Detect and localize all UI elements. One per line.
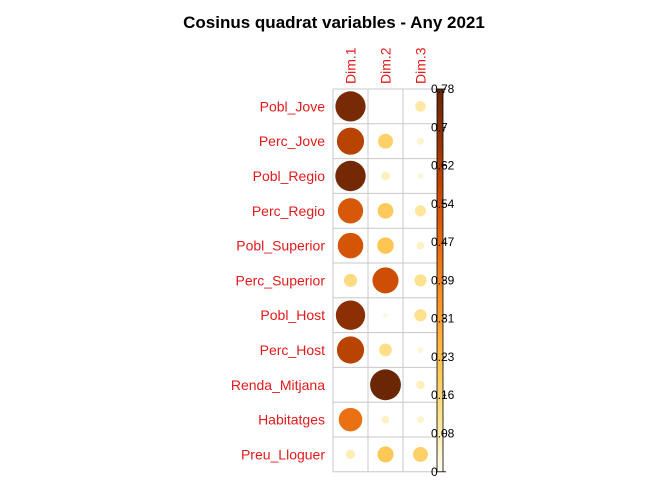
cell-circle-Pobl_Host-Dim.2 [383, 312, 388, 318]
cell-circle-Pobl_Regio-Dim.1 [335, 160, 366, 192]
cell-circle-Perc_Host-Dim.2 [379, 343, 392, 357]
colorbar-tick-label: 0 [431, 465, 438, 479]
cell-circle-Habitatges-Dim.2 [381, 415, 390, 424]
colorbar-tick-label: 0.39 [431, 273, 455, 287]
cell-circle-Perc_Jove-Dim.3 [416, 137, 425, 145]
column-label: Dim.2 [378, 47, 394, 84]
cell-circle-Pobl_Superior-Dim.2 [377, 237, 394, 254]
colorbar-tick-label: 0.23 [431, 350, 455, 364]
cell-circle-Perc_Jove-Dim.2 [378, 133, 393, 149]
cell-circle-Pobl_Host-Dim.3 [414, 309, 427, 322]
cell-circle-Habitatges-Dim.3 [416, 416, 425, 424]
colorbar-tick-label: 0.62 [431, 159, 455, 173]
cell-circle-Preu_Lloguer-Dim.3 [413, 446, 428, 462]
cell-circle-Habitatges-Dim.1 [338, 407, 363, 432]
row-label: Habitatges [258, 412, 325, 428]
row-label: Pobl_Superior [236, 238, 325, 254]
cell-circle-Perc_Superior-Dim.3 [414, 274, 427, 287]
row-label: Renda_Mitjana [231, 377, 325, 393]
colorbar-tick-label: 0.08 [431, 427, 455, 441]
cell-circle-Pobl_Superior-Dim.3 [416, 241, 425, 250]
row-label: Perc_Jove [259, 133, 325, 149]
cell-circle-Pobl_Host-Dim.1 [335, 300, 366, 330]
cell-circle-Perc_Regio-Dim.1 [337, 198, 364, 224]
cell-circle-Perc_Regio-Dim.3 [414, 205, 427, 217]
chart-title: Cosinus quadrat variables - Any 2021 [183, 13, 485, 32]
cell-circle-Pobl_Regio-Dim.3 [417, 172, 424, 180]
row-label: Perc_Regio [252, 203, 325, 219]
cell-circle-Perc_Jove-Dim.1 [336, 127, 365, 155]
column-label: Dim.3 [413, 47, 429, 84]
row-label: Perc_Host [260, 342, 325, 358]
cell-circle-Pobl_Regio-Dim.2 [381, 171, 390, 181]
cell-circle-Pobl_Superior-Dim.1 [337, 232, 364, 259]
cell-circle-Pobl_Jove-Dim.1 [335, 91, 366, 122]
column-label: Dim.1 [343, 47, 359, 84]
colorbar-tick-label: 0.47 [431, 235, 455, 249]
cell-circle-Preu_Lloguer-Dim.1 [345, 449, 356, 460]
colorbar-tick-label: 0.78 [431, 82, 455, 96]
row-label: Pobl_Regio [253, 168, 326, 184]
cell-circle-Perc_Superior-Dim.2 [372, 267, 399, 294]
row-label: Pobl_Host [260, 307, 325, 323]
cell-circle-Renda_Mitjana-Dim.2 [370, 369, 401, 401]
cell-circle-Perc_Superior-Dim.1 [343, 273, 358, 287]
row-label: Pobl_Jove [260, 98, 326, 114]
colorbar-tick-label: 0.7 [431, 120, 448, 134]
row-label: Preu_Lloguer [241, 446, 325, 462]
cell-circle-Renda_Mitjana-Dim.3 [416, 380, 425, 390]
cell-circle-Preu_Lloguer-Dim.2 [377, 446, 394, 463]
row-label: Perc_Superior [236, 272, 326, 288]
colorbar-tick-label: 0.54 [431, 197, 455, 211]
cell-circle-Perc_Host-Dim.3 [417, 346, 424, 354]
cell-circle-Perc_Regio-Dim.2 [377, 202, 394, 219]
cell-circle-Perc_Host-Dim.1 [336, 336, 365, 364]
colorbar-tick-label: 0.31 [431, 312, 455, 326]
cell-circle-Pobl_Jove-Dim.3 [415, 101, 426, 112]
colorbar-tick-label: 0.16 [431, 388, 455, 402]
